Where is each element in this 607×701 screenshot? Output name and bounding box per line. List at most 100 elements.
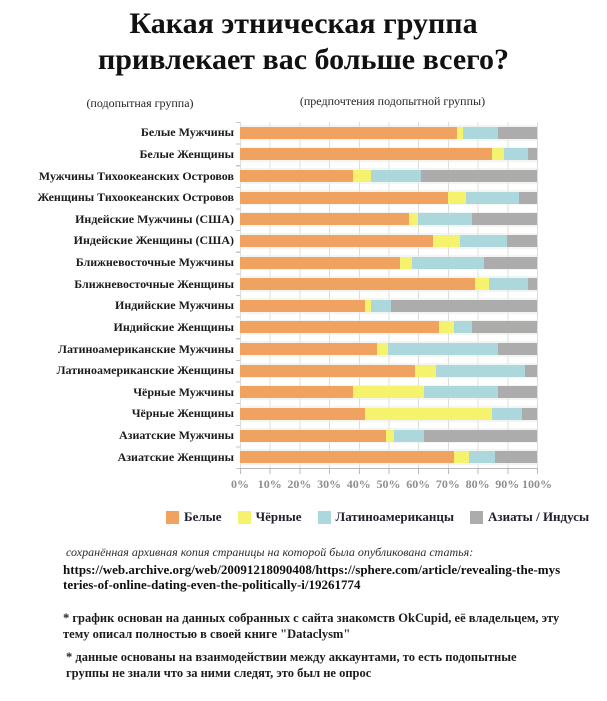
stacked-bar xyxy=(240,148,537,161)
chart-row: Азиатские Мужчины xyxy=(0,424,607,447)
row-label: Белые Мужчины xyxy=(140,125,234,140)
row-label: Латиноамериканские Мужчины xyxy=(58,341,234,356)
bar-segment xyxy=(424,429,537,442)
stacked-bar xyxy=(240,126,537,139)
stacked-bar xyxy=(240,364,537,377)
bar-track xyxy=(240,316,538,339)
row-label: Индейские Женщины (США) xyxy=(73,233,234,248)
bar-segment xyxy=(240,126,457,139)
bar-segment xyxy=(240,364,416,377)
row-label: Индийские Женщины xyxy=(113,319,234,334)
bar-track xyxy=(240,295,538,317)
legend-label: Белые xyxy=(184,509,222,524)
row-label: Ближневосточные Мужчины xyxy=(75,255,234,270)
stacked-bar xyxy=(240,386,537,399)
bar-segment xyxy=(456,126,463,139)
bar-segment xyxy=(391,299,537,312)
bar-segment xyxy=(528,148,537,161)
bar-track xyxy=(240,403,538,425)
bar-track xyxy=(240,424,538,447)
chart-row: Женщины Тихоокеанских Островов xyxy=(0,186,607,209)
archive-url: https://web.archive.org/web/200912180904… xyxy=(63,562,561,592)
bar-segment xyxy=(240,386,353,399)
bar-segment xyxy=(240,234,434,247)
bar-segment xyxy=(492,148,505,161)
chart-row: Мужчины Тихоокеанских Островов xyxy=(0,165,607,187)
bar-segment xyxy=(507,234,537,247)
bar-segment xyxy=(418,213,472,226)
x-axis-line xyxy=(240,468,538,474)
bar-segment xyxy=(483,256,537,269)
bar-segment xyxy=(438,321,454,334)
row-label: Женщины Тихоокеанских Островов xyxy=(37,190,234,205)
bar-segment xyxy=(474,278,490,291)
bar-segment xyxy=(240,256,401,269)
chart-row: Азиатские Женщины xyxy=(0,446,607,468)
stacked-bar xyxy=(240,170,537,183)
legend-label: Азиаты / Индусы xyxy=(488,509,590,524)
bar-segment xyxy=(240,170,353,183)
bar-segment xyxy=(385,429,395,442)
bar-segment xyxy=(453,321,472,334)
row-label: Чёрные Женщины xyxy=(131,406,234,421)
legend-label: Чёрные xyxy=(255,509,302,524)
stacked-bar xyxy=(240,321,537,334)
bar-segment xyxy=(415,364,436,377)
bar-segment xyxy=(240,429,386,442)
legend-item: Белые xyxy=(166,509,222,525)
stacked-bar xyxy=(240,343,537,356)
bar-segment xyxy=(436,364,526,377)
bar-segment xyxy=(376,343,389,356)
bar-segment xyxy=(498,386,537,399)
chart-row: Белые Женщины xyxy=(0,143,607,166)
chart-row: Ближневосточные Женщины xyxy=(0,273,607,295)
bar-track xyxy=(240,122,538,144)
bar-segment xyxy=(498,126,537,139)
bar-segment xyxy=(400,256,413,269)
chart-row: Индийские Мужчины xyxy=(0,295,607,317)
stacked-bar xyxy=(240,429,537,442)
bar-segment xyxy=(453,451,469,464)
bar-segment xyxy=(240,278,475,291)
row-label: Латиноамериканские Женщины xyxy=(56,363,234,378)
bar-segment xyxy=(409,213,419,226)
bar-segment xyxy=(412,256,484,269)
bar-segment xyxy=(471,213,537,226)
row-label: Индейские Мужчины (США) xyxy=(75,211,234,226)
bar-segment xyxy=(364,407,493,420)
x-tick-label: 70% xyxy=(435,477,460,491)
chart-row: Чёрные Мужчины xyxy=(0,381,607,404)
bar-segment xyxy=(471,321,537,334)
bar-segment xyxy=(240,191,448,204)
bar-segment xyxy=(364,299,371,312)
bar-segment xyxy=(468,451,496,464)
bar-segment xyxy=(498,343,537,356)
bar-segment xyxy=(240,321,439,334)
footnote-method: * данные основаны на взаимодействии межд… xyxy=(66,650,517,680)
x-tick-label: 0% xyxy=(231,477,249,491)
x-tick-label: 90% xyxy=(495,477,520,491)
x-tick-label: 100% xyxy=(522,477,552,491)
bar-segment xyxy=(240,343,377,356)
archive-note: сохранённая архивная копия страницы на к… xyxy=(66,545,474,559)
subtitle-subject-group: (подопытная группа) xyxy=(86,96,194,110)
bar-segment xyxy=(465,191,520,204)
chart-row: Ближневосточные Мужчины xyxy=(0,251,607,274)
bar-segment xyxy=(394,429,425,442)
x-tick-label: 30% xyxy=(317,477,342,491)
plot-rows: Белые Мужчины Белые Женщины Мужчины Тихоок… xyxy=(0,122,607,468)
bar-segment xyxy=(522,407,537,420)
stacked-bar xyxy=(240,213,537,226)
x-tick-label: 10% xyxy=(257,477,282,491)
legend-swatch xyxy=(317,510,331,524)
stacked-bar xyxy=(240,234,537,247)
bar-segment xyxy=(504,148,529,161)
bar-segment xyxy=(528,278,537,291)
bar-segment xyxy=(240,148,493,161)
row-label: Азиатские Мужчины xyxy=(119,428,234,443)
legend-swatch xyxy=(166,510,179,524)
bar-segment xyxy=(352,170,371,183)
legend: Белые Чёрные Латиноамериканцы Азиаты / Инду… xyxy=(166,509,589,525)
bar-track xyxy=(240,186,538,209)
